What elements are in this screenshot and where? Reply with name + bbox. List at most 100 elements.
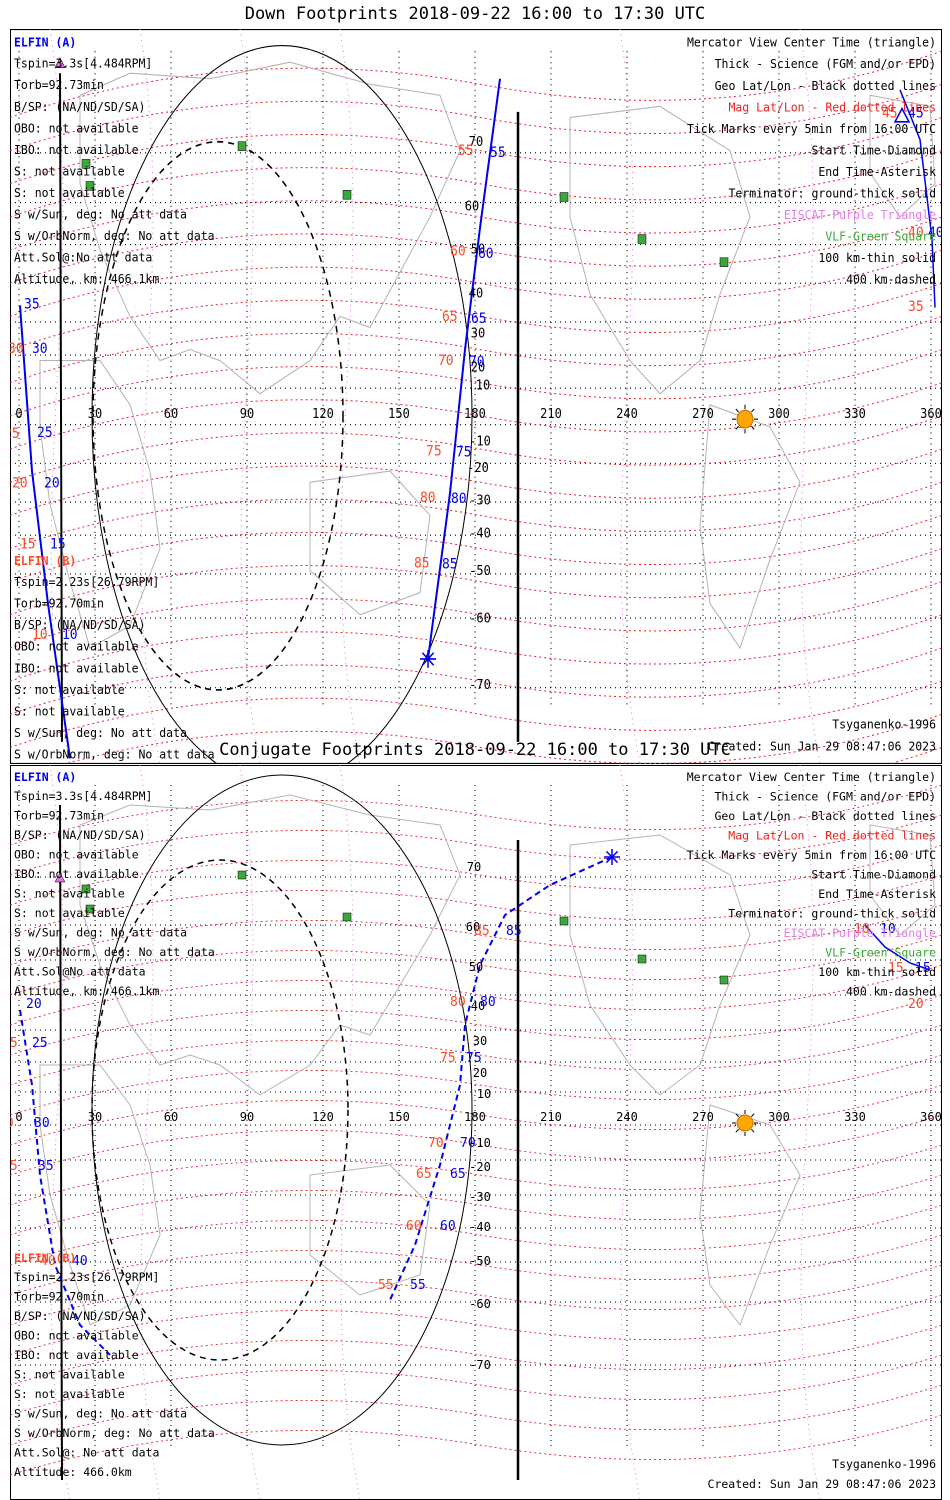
mag-lon-curve [339,29,361,764]
sat-b-info-line: B/SP: (NA/ND/SD/SA) [14,1309,146,1323]
legend-line: Geo Lat/Lon - Black dotted lines [714,809,936,823]
fov-400km-ellipse [91,859,349,1361]
track-a-tick-label-red: 80 [450,995,466,1010]
mag-lat-curve [10,1204,942,1266]
track-elfin-b [19,305,71,759]
mag-lon-curve [799,29,821,764]
map-frame [10,765,942,1500]
model-label: Tsyganenko-1996 [832,1457,936,1471]
lat-tick-label: 60 [466,920,480,934]
mag-lat-curve [10,1054,942,1116]
mag-lat-curve [10,150,942,218]
sat-b-info-line: Tspin=2.23s[26.79RPM] [14,575,159,590]
track-a-tick-label: 75 [456,444,472,461]
sat-a-info-line: S w/OrbNorm, deg: No att data [14,229,215,244]
track-b-tick-label-red: 20 [12,475,28,492]
track-a-tick-label: 65 [450,1167,466,1182]
legend-line: 400 km-dashed [846,985,936,999]
mag-lat-curve [10,116,942,185]
lat-tick-label: 40 [471,999,485,1013]
vlf-square [81,159,91,169]
lat-tick-label: 70 [469,134,483,150]
lon-tick-label: 210 [540,405,562,421]
mag-lat-curve [10,183,942,251]
sat-b-info-line: OBO: not available [14,1329,139,1343]
sat-a-info-line: S w/Sun, deg: No att data [14,926,187,940]
right-track-tick-label-red: 10 [854,922,870,937]
track-b-tick-label: 40 [72,1254,88,1269]
lon-tick-label: 0 [15,405,22,421]
legend-line: 100 km-thin solid [818,251,936,266]
sat-a-info-line: S w/OrbNorm, deg: No att data [14,945,215,959]
lon-tick-label: 120 [312,1110,334,1124]
mag-lon-curve [619,29,641,764]
track-a-tick-label-red: 75 [440,1051,456,1066]
vlf-square [85,904,95,914]
lat-tick-label: 40 [469,285,483,301]
mag-lat-curve [10,382,942,450]
track-a-tick-label-red: 60 [406,1219,422,1234]
sat-a-info-line: S w/Sun, deg: No att data [14,207,187,222]
lon-tick-label: 240 [616,1110,638,1124]
view-center-triangle [893,106,911,123]
mag-lat-curve [10,83,942,152]
lon-tick-label: 180 [464,1110,486,1124]
lat-tick-label: -60 [469,610,491,626]
track-a-tick-label-red: 65 [416,1167,432,1182]
track-a-tick-label-red: 85 [474,924,490,939]
track-a-tick-label-red: 80 [420,489,436,506]
map-panel-conjugate: 0 30 60 90 120 150 180 210 240 270 300 330 360706050… [10,765,942,1500]
right-track-tick-label: 10 [880,922,896,937]
lat-tick-label: -50 [469,562,491,578]
end-time-asterisk [605,850,619,864]
sat-b-info-line: Tspin=2.23s[26.79RPM] [14,1270,159,1284]
eiscat-triangle [54,872,66,883]
mag-lat-curve [10,249,942,317]
mag-lon-curve [339,765,361,1500]
track-elfin-b [19,1009,111,1356]
mag-lat-curve [10,1414,942,1476]
track-b-tick-label-red: 40 [40,1254,56,1269]
mag-lat-curve [10,680,942,748]
sat-b-info-line: S: not available [14,704,125,719]
lat-tick-label: -20 [467,460,489,476]
legend-line: 400 km-dashed [846,272,936,287]
sun-icon [736,409,754,429]
track-b-tick-label-red: 25 [10,425,20,442]
right-track-tick-label-red: 40 [908,224,924,241]
vlf-square [237,870,247,880]
sun-ray [735,425,739,430]
lat-tick-label: 10 [477,1087,491,1101]
sun-ray [735,1113,739,1117]
sat-b-name: ELFIN (B) [14,554,76,569]
track-a-tick-label-red: 70 [428,1136,444,1151]
created-timestamp: Created: Sun Jan 29 08:47:06 2023 [708,739,936,754]
lat-tick-label: -30 [469,492,491,508]
track-b-tick-label: 20 [26,997,42,1012]
sat-b-info-line: Att.Sol@: No att data [14,1446,159,1460]
mag-lat-curve [10,1354,942,1416]
lon-tick-label: 270 [692,405,714,421]
lat-tick-label: -70 [469,676,491,692]
track-elfin-a [389,856,613,1301]
track-a-tick-label-red: 70 [438,352,454,369]
right-track-tick-label: 45 [908,105,924,122]
track-a-tick-label: 55 [410,1278,426,1293]
vlf-square [342,190,352,200]
coastline [39,1064,161,1326]
right-track-tick-label: 40 [928,224,942,241]
lat-tick-label: -30 [469,1190,491,1204]
sat-b-info-line: IBO: not available [14,661,139,676]
track-b-tick-label: 30 [34,1116,50,1131]
mag-lat-curve [10,647,942,715]
mag-lat-curve [10,1174,942,1236]
mag-lat-curve [10,1024,942,1086]
mag-lon-curve [139,29,161,764]
sun-ray [751,1129,755,1133]
mag-lon-curve [239,29,261,764]
legend-line: Thick - Science (FGM and/or EPD) [714,790,936,804]
legend-line: Mercator View Center Time (triangle) [687,770,936,784]
legend-line: Mercator View Center Time (triangle) [687,35,936,50]
lon-tick-label: 150 [388,1110,410,1124]
lon-tick-label: 270 [692,1110,714,1124]
